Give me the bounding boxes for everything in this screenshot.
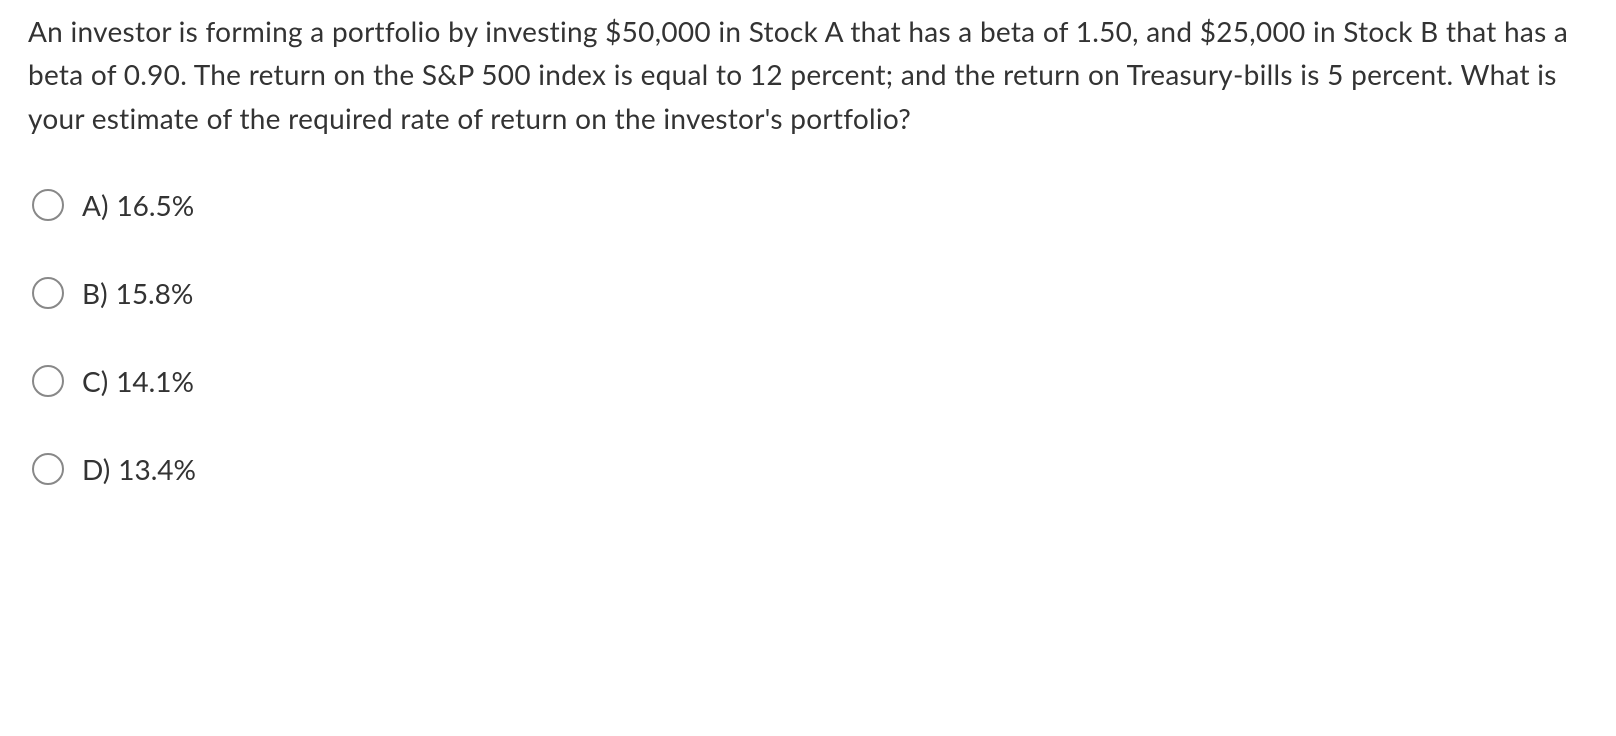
- radio-icon[interactable]: [32, 453, 64, 485]
- radio-icon[interactable]: [32, 365, 64, 397]
- option-b[interactable]: B) 15.8%: [32, 276, 1588, 310]
- option-letter: A): [82, 188, 108, 222]
- option-value: 13.4%: [118, 452, 196, 486]
- option-d[interactable]: D) 13.4%: [32, 452, 1588, 486]
- option-label: A) 16.5%: [82, 188, 194, 222]
- option-letter: C): [82, 364, 108, 398]
- options-container: A) 16.5% B) 15.8% C) 14.1% D) 13.4%: [28, 188, 1588, 486]
- option-label: B) 15.8%: [82, 276, 193, 310]
- question-text: An investor is forming a portfolio by in…: [28, 10, 1588, 140]
- option-label: D) 13.4%: [82, 452, 196, 486]
- radio-icon[interactable]: [32, 189, 64, 221]
- option-value: 14.1%: [116, 364, 194, 398]
- option-c[interactable]: C) 14.1%: [32, 364, 1588, 398]
- option-letter: B): [82, 276, 108, 310]
- option-value: 16.5%: [116, 188, 194, 222]
- option-value: 15.8%: [116, 276, 194, 310]
- option-a[interactable]: A) 16.5%: [32, 188, 1588, 222]
- option-label: C) 14.1%: [82, 364, 194, 398]
- option-letter: D): [82, 452, 110, 486]
- radio-icon[interactable]: [32, 277, 64, 309]
